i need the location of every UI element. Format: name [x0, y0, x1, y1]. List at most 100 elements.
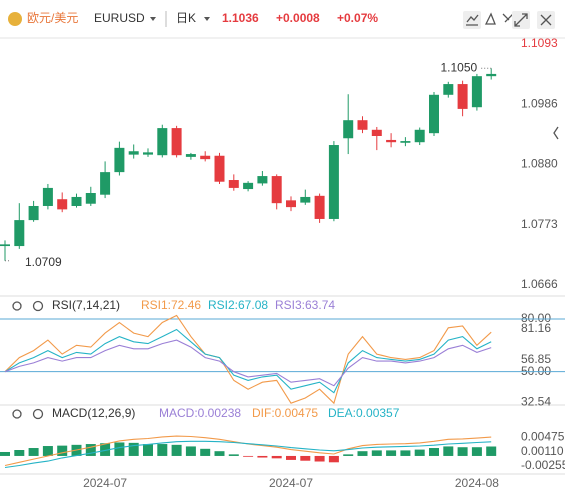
tool-icon[interactable] — [502, 13, 514, 23]
y-tick-label: 81.16 — [521, 321, 551, 335]
candle-body — [271, 176, 282, 204]
y-tick-label: 56.85 — [521, 352, 551, 366]
macd-controls — [12, 408, 44, 420]
histogram-bar — [386, 450, 397, 456]
histogram-bar — [271, 455, 282, 459]
candle-body — [128, 151, 139, 155]
line — [4, 339, 492, 387]
y-tick-label: 0.00475 — [521, 429, 565, 443]
annotation: 1.1050 — [440, 60, 477, 74]
histogram-bar — [443, 446, 454, 456]
candle-body — [257, 176, 268, 184]
candle-body — [200, 155, 211, 160]
candle-body — [300, 196, 311, 203]
candle-body — [400, 141, 411, 143]
histogram-bar — [371, 450, 382, 456]
y-tick-label: 32.54 — [521, 394, 551, 408]
candle-body — [71, 196, 82, 206]
histogram-bar — [228, 454, 239, 456]
title[interactable]: 欧元/美元 — [27, 11, 78, 25]
histogram-bar — [185, 446, 196, 456]
candle-body — [314, 195, 325, 219]
y-tick-label: 0.00110 — [521, 444, 564, 458]
rsi-title: RSI(7,14,21) — [52, 298, 120, 312]
histogram-bar — [314, 455, 325, 462]
x-tick-label: 2024-08 — [455, 476, 499, 490]
settings-icon[interactable] — [32, 300, 44, 312]
candle-body — [85, 193, 96, 204]
x-tick-label: 2024-07 — [83, 476, 127, 490]
legend-label: RSI3:63.74 — [275, 298, 335, 312]
candle-body — [214, 155, 225, 182]
y-tick-label: 1.0773 — [521, 217, 558, 231]
change-pct: +0.07% — [337, 11, 378, 25]
histogram-bar — [400, 450, 411, 456]
candle-body — [157, 128, 168, 156]
candle-body — [228, 180, 239, 188]
close-icon — [540, 14, 552, 26]
change: +0.0008 — [276, 11, 320, 25]
period[interactable]: 日K — [176, 11, 196, 25]
dropdown[interactable] — [204, 17, 210, 21]
histogram-bar — [257, 455, 268, 458]
eye-icon[interactable] — [12, 409, 22, 419]
candle-body — [14, 220, 25, 247]
histogram-bar — [286, 455, 296, 460]
candle-body — [357, 120, 368, 130]
style-icon[interactable] — [484, 12, 496, 25]
line — [4, 328, 492, 394]
candle-body — [328, 145, 339, 219]
candle-body — [414, 129, 425, 143]
draw-icon — [466, 14, 479, 26]
draw-button[interactable] — [463, 11, 481, 29]
candle-body — [429, 94, 439, 134]
histogram-bar — [243, 455, 254, 457]
x-tick-label: 2024-07 — [269, 476, 313, 490]
histogram-bar — [85, 444, 96, 456]
histogram-bar — [114, 442, 125, 456]
candle-body — [471, 76, 482, 108]
dropdown[interactable] — [150, 17, 156, 21]
candle-body — [386, 139, 397, 143]
legend-label: MACD:0.00238 — [159, 406, 241, 420]
settings-icon[interactable] — [32, 408, 44, 420]
candle-body — [486, 73, 497, 77]
eye-icon[interactable] — [12, 301, 22, 311]
y-tick-label: 80.00 — [521, 311, 551, 325]
price: 1.1036 — [222, 11, 259, 25]
candle-body — [28, 205, 39, 221]
legend-label: RSI1:72.46 — [141, 298, 201, 312]
candle-body — [100, 172, 111, 195]
candle-body — [143, 152, 153, 155]
y-tick-label: 1.0880 — [521, 156, 558, 170]
histogram-bar — [414, 449, 425, 456]
candle-body — [171, 128, 182, 156]
macd-title: MACD(12,26,9) — [52, 406, 135, 420]
histogram-bar — [128, 442, 139, 456]
histogram-bar — [42, 446, 53, 456]
histogram-bar — [200, 448, 211, 456]
histogram-bar — [343, 454, 354, 456]
histogram-bar — [471, 447, 482, 456]
candle-body — [343, 120, 354, 139]
histogram-bar — [214, 451, 225, 456]
legend-label: RSI2:67.08 — [208, 298, 268, 312]
histogram-bar — [57, 445, 68, 456]
histogram-bar — [328, 455, 339, 463]
histogram-bar — [429, 448, 439, 456]
rsi-controls — [12, 300, 44, 312]
candle-body — [443, 84, 454, 95]
candle-body — [42, 187, 53, 206]
symbol[interactable]: EURUSD — [94, 11, 145, 25]
candle-body — [457, 84, 468, 109]
y-tick-label: 1.0666 — [521, 277, 558, 291]
y-tick-label: 50.00 — [521, 364, 551, 378]
histogram-bar — [171, 444, 182, 456]
line — [4, 314, 492, 405]
collapse-icon[interactable] — [553, 126, 559, 140]
histogram-bar — [300, 455, 311, 461]
fullscreen-icon — [514, 13, 528, 27]
histogram-bar — [14, 450, 25, 456]
